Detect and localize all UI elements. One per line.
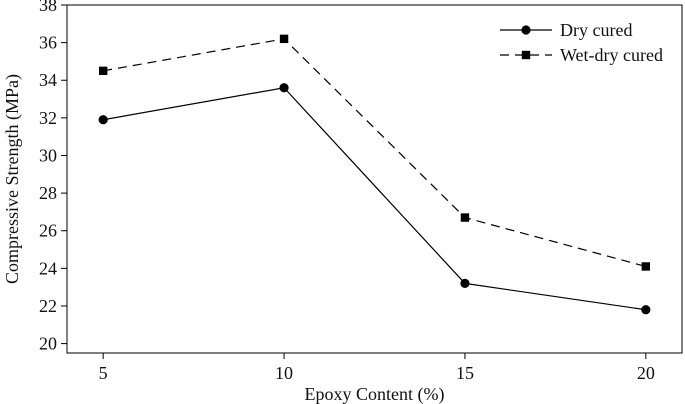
y-tick-label: 38	[39, 0, 57, 15]
y-tick-label: 24	[39, 258, 57, 278]
x-tick-label: 5	[99, 363, 108, 383]
y-tick-label: 26	[39, 221, 57, 241]
legend-label: Wet-dry cured	[560, 45, 663, 65]
plot-frame	[66, 4, 683, 354]
data-point	[98, 115, 108, 125]
x-axis-label: Epoxy Content (%)	[305, 384, 445, 404]
y-tick-label: 20	[39, 334, 57, 354]
y-tick-label: 22	[39, 296, 57, 316]
data-point	[460, 278, 470, 288]
legend: Dry cured Wet-dry cured	[500, 20, 663, 65]
data-point	[641, 262, 651, 271]
y-tick-label: 36	[39, 33, 57, 53]
series-dry-cured	[98, 83, 651, 315]
series-line	[103, 38, 646, 268]
legend-marker	[521, 25, 531, 35]
x-axis-ticks: 5 10 15 20	[99, 353, 655, 383]
data-point	[98, 66, 108, 76]
x-tick-label: 15	[456, 363, 474, 383]
y-tick-label: 28	[39, 183, 57, 203]
y-tick-label: 30	[39, 145, 57, 165]
series-line	[103, 87, 646, 311]
y-axis-ticks: 20 22 24 26 28 30 32 34 36 38	[39, 0, 67, 354]
x-tick-label: 10	[275, 363, 293, 383]
data-point	[279, 34, 289, 44]
data-point	[641, 305, 651, 315]
y-tick-label: 32	[39, 108, 57, 128]
series-wet-dry-cured	[98, 34, 651, 271]
plot-border	[66, 4, 683, 354]
legend-marker	[521, 50, 531, 60]
series-layer	[98, 34, 651, 315]
y-tick-label: 34	[39, 70, 57, 90]
legend-label: Dry cured	[560, 20, 632, 40]
data-point	[279, 83, 289, 93]
data-point	[460, 213, 470, 222]
x-tick-label: 20	[637, 363, 655, 383]
y-axis-label: Compressive Strength (MPa)	[2, 74, 23, 284]
